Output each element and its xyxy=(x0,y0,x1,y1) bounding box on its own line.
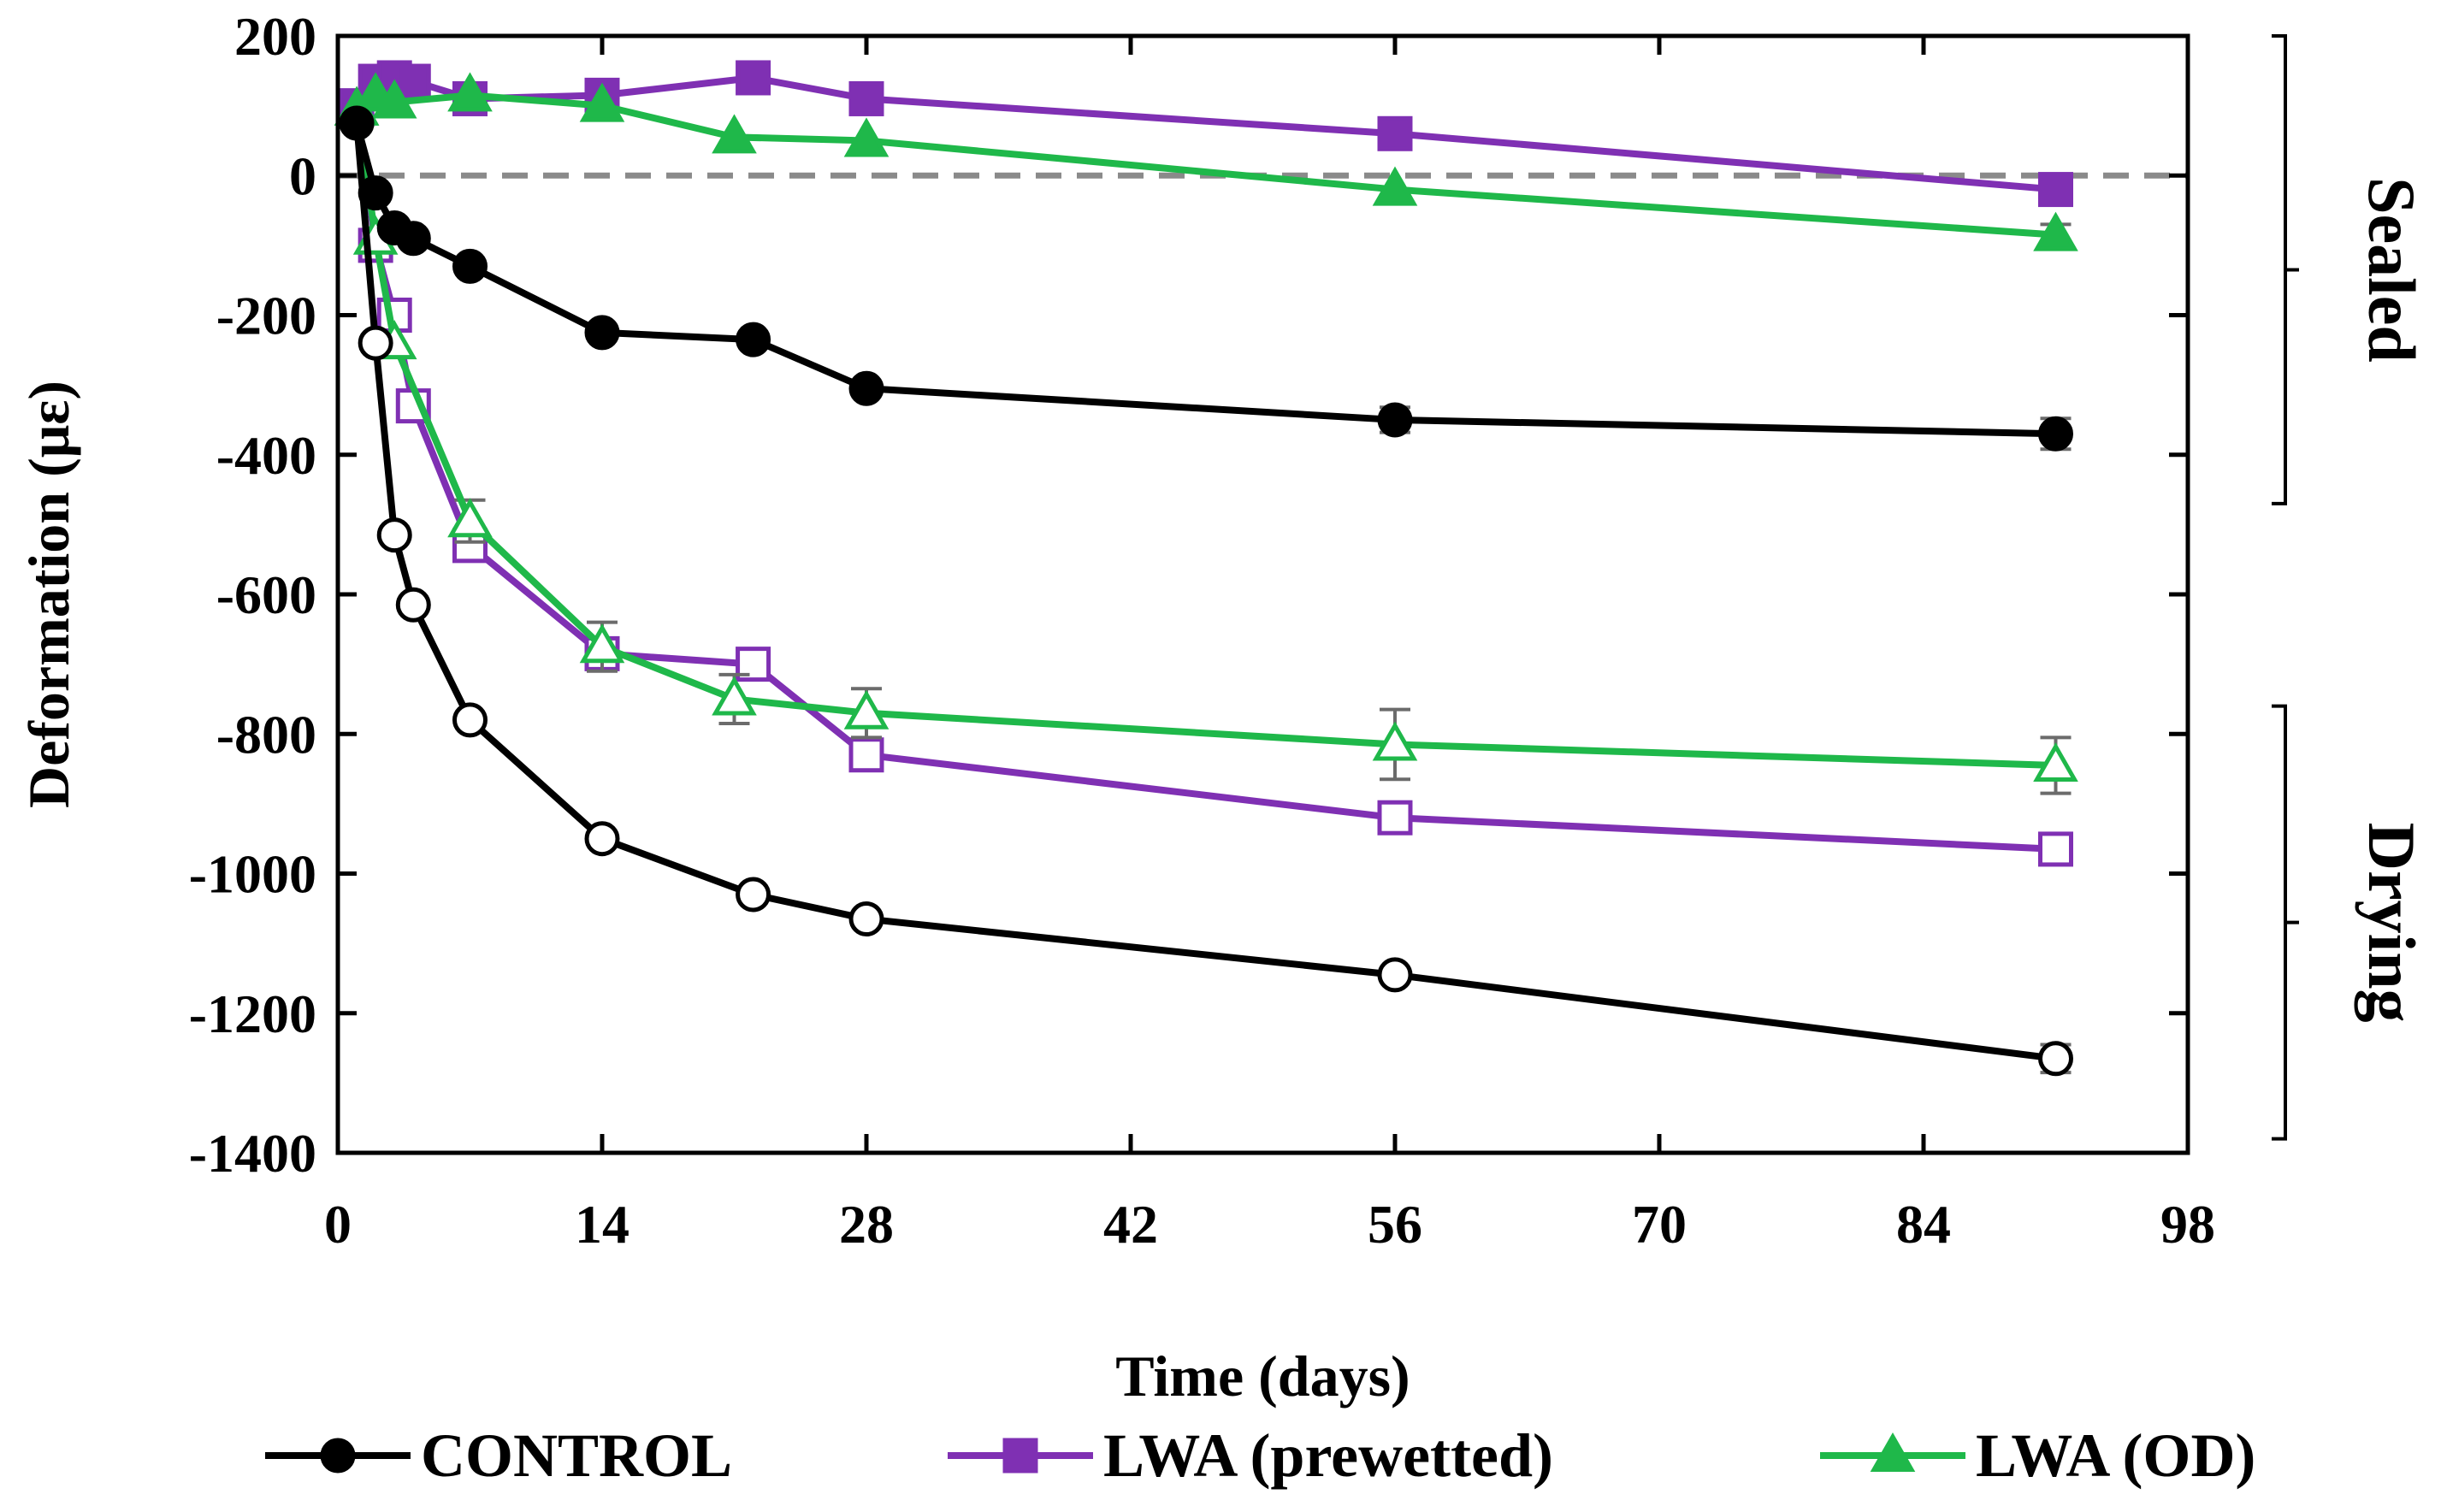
data-point xyxy=(579,623,625,664)
x-tick-label: 0 xyxy=(324,1194,352,1255)
data-point xyxy=(843,117,890,157)
x-tick-label: 98 xyxy=(2160,1194,2215,1255)
data-point xyxy=(1372,166,1418,206)
series-sealed-control xyxy=(339,105,2073,452)
series-sealed-lwa-prewetted xyxy=(339,60,2073,208)
bracket-sealed: Sealed xyxy=(2272,34,2429,505)
data-point xyxy=(584,315,620,351)
x-tick-label: 14 xyxy=(575,1194,629,1255)
x-axis-title: Time (days) xyxy=(1115,1344,1410,1409)
data-point xyxy=(2038,172,2073,208)
series-drying-lwa-od xyxy=(334,86,2078,795)
data-point xyxy=(395,221,431,257)
legend-label: LWA (prewetted) xyxy=(1103,1421,1553,1490)
series-line xyxy=(353,121,2056,438)
data-point xyxy=(848,901,884,937)
data-point xyxy=(712,114,757,154)
data-point xyxy=(1377,402,1413,438)
x-tick-label: 42 xyxy=(1103,1194,1158,1255)
data-point xyxy=(447,498,493,538)
data-point xyxy=(452,248,488,284)
data-point xyxy=(2038,416,2073,452)
x-tick-label: 70 xyxy=(1632,1194,1687,1255)
data-point xyxy=(2033,741,2078,782)
data-point xyxy=(736,647,771,682)
data-point xyxy=(848,737,884,773)
data-point xyxy=(1372,721,1418,761)
y-tick-label: -1400 xyxy=(189,1123,316,1184)
y-tick-label: -600 xyxy=(216,564,316,625)
legend-label: CONTROL xyxy=(421,1421,732,1490)
data-point xyxy=(358,175,393,211)
y-tick-label: -1000 xyxy=(189,844,316,905)
data-point xyxy=(848,80,884,116)
axes: 0 14 28 42 56 70 84 98 200 0 -200 -400 -600 -800 -1000… xyxy=(189,6,2215,1255)
legend-marker xyxy=(1870,1432,1916,1472)
bracket-line xyxy=(2272,704,2299,1141)
data-point xyxy=(736,60,771,96)
data-point xyxy=(1377,957,1413,993)
data-point xyxy=(376,517,412,553)
legend-marker xyxy=(320,1438,356,1474)
y-tick-label: -400 xyxy=(216,425,316,486)
bracket-line xyxy=(2272,34,2299,505)
bracket-drying: Drying xyxy=(2272,704,2429,1141)
data-point xyxy=(579,82,625,122)
data-point xyxy=(712,676,757,716)
data-point xyxy=(447,72,493,112)
group-label-sealed: Sealed xyxy=(2355,177,2429,363)
data-point xyxy=(1377,800,1413,836)
group-label-drying: Drying xyxy=(2355,823,2429,1023)
series-drying-lwa-prewetted xyxy=(339,92,2073,867)
data-point xyxy=(2038,1041,2073,1077)
y-tick-label: -1200 xyxy=(189,983,316,1044)
data-point xyxy=(395,63,431,99)
data-point xyxy=(452,702,488,738)
data-point xyxy=(736,322,771,357)
data-point xyxy=(584,821,620,857)
data-point xyxy=(339,105,375,141)
series-layer xyxy=(334,60,2078,1077)
data-point xyxy=(2033,211,2078,251)
y-tick-label: -800 xyxy=(216,704,316,765)
y-tick-label: 0 xyxy=(289,145,316,206)
legend-label: LWA (OD) xyxy=(1976,1421,2255,1490)
y-tick-label: -200 xyxy=(216,286,316,346)
legend-marker xyxy=(1002,1438,1038,1474)
series-sealed-lwa-od xyxy=(334,72,2078,251)
data-point xyxy=(1377,115,1413,151)
data-point xyxy=(848,370,884,406)
data-point xyxy=(371,79,417,119)
data-point xyxy=(2038,831,2073,867)
legend-item-lwa-prewetted: LWA (prewetted) xyxy=(948,1421,1553,1490)
x-tick-label: 28 xyxy=(839,1194,894,1255)
condition-brackets: Sealed Drying xyxy=(2272,34,2429,1141)
plot-frame xyxy=(335,33,2190,1155)
y-tick-label: 200 xyxy=(234,6,316,67)
y-axis-title: Deformation (με) xyxy=(16,381,81,808)
data-point xyxy=(358,325,393,361)
series-line xyxy=(353,122,2057,1062)
legend-item-control: CONTROL xyxy=(265,1421,732,1490)
legend-item-lwa-od: LWA (OD) xyxy=(1820,1421,2255,1490)
series-drying-control xyxy=(339,105,2073,1077)
legend: CONTROL LWA (prewetted) LWA (OD) xyxy=(265,1421,2255,1490)
data-point xyxy=(843,689,890,729)
x-tick-label: 56 xyxy=(1368,1194,1422,1255)
x-tick-label: 84 xyxy=(1896,1194,1951,1255)
data-point xyxy=(395,587,431,623)
data-point xyxy=(736,877,771,913)
